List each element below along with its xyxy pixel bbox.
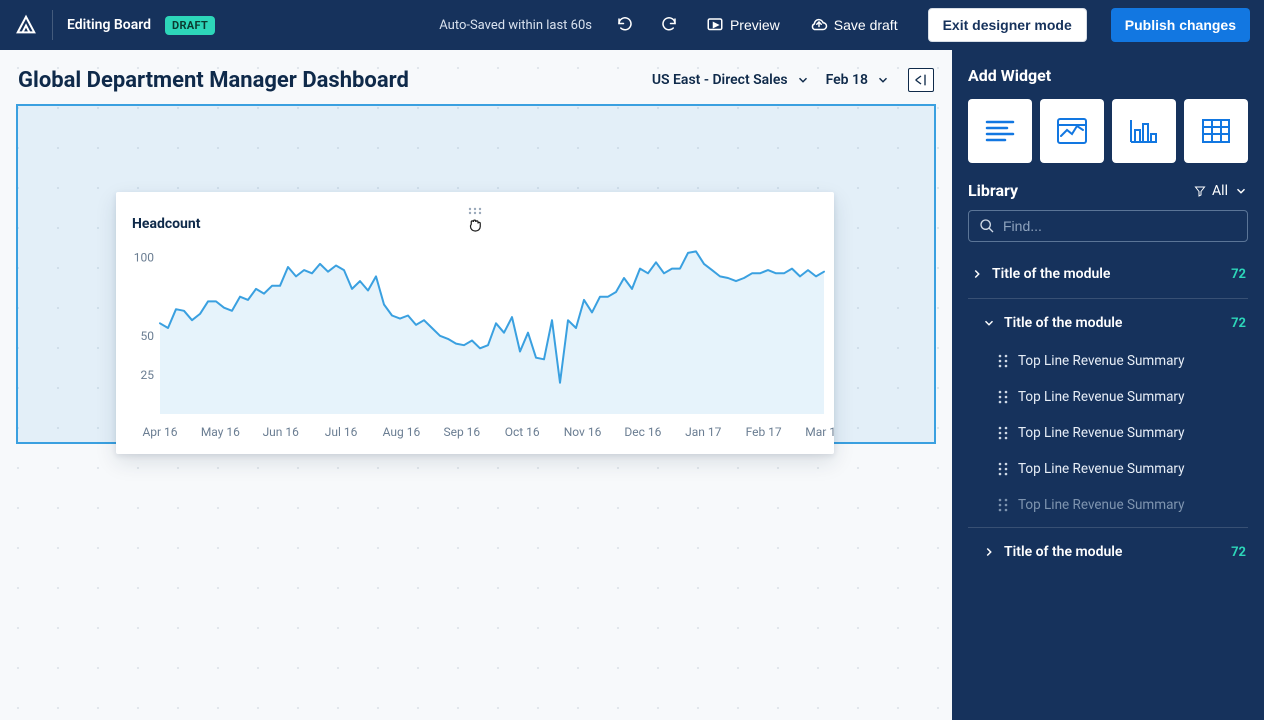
draft-badge: DRAFT xyxy=(165,16,215,35)
canvas-header: Global Department Manager Dashboard US E… xyxy=(0,50,952,106)
svg-text:Jan 17: Jan 17 xyxy=(685,425,721,439)
line-chart-icon xyxy=(1057,118,1087,144)
exit-designer-button[interactable]: Exit designer mode xyxy=(928,8,1087,42)
preview-button[interactable]: Preview xyxy=(698,10,788,40)
preview-icon xyxy=(706,16,724,34)
widget-type-row xyxy=(968,99,1248,163)
svg-text:100: 100 xyxy=(134,251,154,265)
redo-button[interactable] xyxy=(654,10,684,40)
search-input[interactable] xyxy=(1003,218,1237,234)
grip-icon xyxy=(998,354,1008,368)
save-draft-label: Save draft xyxy=(834,17,898,33)
svg-text:Aug 16: Aug 16 xyxy=(383,425,421,439)
cloud-save-icon xyxy=(810,16,828,34)
module-row[interactable]: Title of the module 72 xyxy=(968,303,1248,343)
grip-icon xyxy=(998,498,1008,512)
separator xyxy=(968,298,1248,299)
svg-text:Dec 16: Dec 16 xyxy=(624,425,661,439)
svg-text:May 16: May 16 xyxy=(201,425,240,439)
designer-canvas[interactable]: Global Department Manager Dashboard US E… xyxy=(0,50,952,720)
svg-text:Mar 17: Mar 17 xyxy=(805,425,834,439)
svg-text:Jul 16: Jul 16 xyxy=(325,425,358,439)
library-filter[interactable]: All xyxy=(1194,183,1248,199)
brand-logo xyxy=(14,13,38,37)
chevron-right-icon xyxy=(970,267,984,281)
undo-icon xyxy=(616,16,634,34)
preview-label: Preview xyxy=(730,17,780,33)
search-icon xyxy=(979,218,995,234)
area-chart: 25 50 100 Apr 16 May 16 Jun 16 Jul 16 Aug 16 Sep… xyxy=(116,192,834,454)
svg-text:Jun 16: Jun 16 xyxy=(263,425,300,439)
library-header: Library All xyxy=(968,181,1248,200)
library-item[interactable]: Top Line Revenue Summary xyxy=(968,451,1248,487)
library-title: Library xyxy=(968,181,1018,200)
svg-text:50: 50 xyxy=(141,329,155,343)
header-divider xyxy=(52,10,53,40)
module-row[interactable]: Title of the module 72 xyxy=(968,532,1248,572)
widget-text-tile[interactable] xyxy=(968,99,1032,163)
bar-chart-icon xyxy=(1129,118,1159,144)
module-count: 72 xyxy=(1231,545,1246,560)
page-title: Global Department Manager Dashboard xyxy=(18,68,409,93)
library-item[interactable]: Top Line Revenue Summary xyxy=(968,343,1248,379)
chevron-right-icon xyxy=(982,545,996,559)
filter-icon xyxy=(1194,185,1206,197)
separator xyxy=(968,527,1248,528)
save-draft-button[interactable]: Save draft xyxy=(802,10,906,40)
module-label: Title of the module xyxy=(1004,544,1223,560)
grip-icon xyxy=(998,426,1008,440)
right-sidebar: Add Widget xyxy=(952,50,1264,720)
library-search[interactable] xyxy=(968,210,1248,242)
widget-table-tile[interactable] xyxy=(1184,99,1248,163)
library-item-label: Top Line Revenue Summary xyxy=(1018,461,1185,477)
chevron-down-icon xyxy=(1234,184,1248,198)
module-count: 72 xyxy=(1231,316,1246,331)
library-item-label: Top Line Revenue Summary xyxy=(1018,425,1185,441)
widget-bar-chart-tile[interactable] xyxy=(1112,99,1176,163)
app-header: Editing Board DRAFT Auto-Saved within la… xyxy=(0,0,1264,50)
content-row: Global Department Manager Dashboard US E… xyxy=(0,50,1264,720)
library-item[interactable]: Top Line Revenue Summary xyxy=(968,415,1248,451)
grip-icon xyxy=(998,390,1008,404)
date-label: Feb 18 xyxy=(826,72,868,88)
library-item-label: Top Line Revenue Summary xyxy=(1018,389,1185,405)
toggle-sidebar-button[interactable] xyxy=(908,68,934,92)
publish-button[interactable]: Publish changes xyxy=(1111,8,1250,42)
library-item[interactable]: Top Line Revenue Summary xyxy=(968,379,1248,415)
svg-text:Sep 16: Sep 16 xyxy=(443,425,480,439)
module-count: 72 xyxy=(1231,267,1246,282)
grip-icon xyxy=(998,462,1008,476)
text-lines-icon xyxy=(985,119,1015,143)
table-grid-icon xyxy=(1202,119,1230,143)
svg-text:Oct 16: Oct 16 xyxy=(505,425,540,439)
board-title: Editing Board xyxy=(67,17,151,33)
add-widget-title: Add Widget xyxy=(968,66,1248,85)
module-label: Title of the module xyxy=(1004,315,1223,331)
widget-line-chart-tile[interactable] xyxy=(1040,99,1104,163)
chevron-down-icon xyxy=(876,73,890,87)
svg-text:Apr 16: Apr 16 xyxy=(142,425,177,439)
chevron-down-icon xyxy=(982,316,996,330)
chart-widget-card[interactable]: Headcount 2550100Apr 16May 16Jun 16Jul 1… xyxy=(116,192,834,454)
redo-icon xyxy=(660,16,678,34)
library-filter-label: All xyxy=(1212,183,1228,199)
region-selector[interactable]: US East - Direct Sales xyxy=(644,66,818,94)
undo-button[interactable] xyxy=(610,10,640,40)
svg-text:25: 25 xyxy=(141,368,155,382)
svg-text:Feb 17: Feb 17 xyxy=(746,425,782,439)
date-selector[interactable]: Feb 18 xyxy=(818,66,898,94)
panel-collapse-icon xyxy=(913,73,929,87)
library-item: Top Line Revenue Summary xyxy=(968,487,1248,523)
svg-text:Nov 16: Nov 16 xyxy=(564,425,602,439)
region-label: US East - Direct Sales xyxy=(652,72,788,88)
module-label: Title of the module xyxy=(992,266,1223,282)
module-row[interactable]: Title of the module 72 xyxy=(968,254,1248,294)
library-item-label: Top Line Revenue Summary xyxy=(1018,497,1185,513)
autosave-status: Auto-Saved within last 60s xyxy=(439,18,592,33)
chevron-down-icon xyxy=(796,73,810,87)
library-item-label: Top Line Revenue Summary xyxy=(1018,353,1185,369)
